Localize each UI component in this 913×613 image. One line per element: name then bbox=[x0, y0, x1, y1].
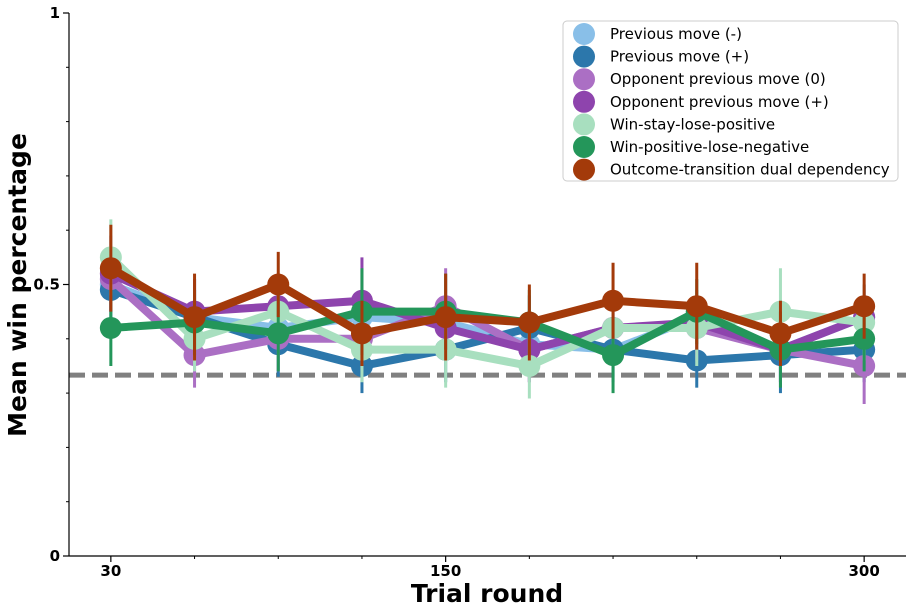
data-point bbox=[518, 354, 541, 377]
series-group bbox=[99, 219, 876, 404]
legend-item: Opponent previous move (+) bbox=[573, 90, 829, 113]
legend-label: Previous move (+) bbox=[610, 48, 749, 66]
data-point bbox=[518, 311, 541, 334]
series-line bbox=[106, 269, 869, 354]
legend-label: Win-positive-lose-negative bbox=[610, 138, 809, 156]
legend-item: Previous move (+) bbox=[573, 45, 749, 68]
data-point bbox=[99, 257, 122, 280]
series-7 bbox=[99, 224, 876, 366]
legend-box bbox=[562, 20, 899, 182]
axes: 0 0.5 1 30 150 300 bbox=[33, 4, 906, 580]
legend-item: Win-stay-lose-positive bbox=[573, 113, 775, 136]
legend-item: Outcome-transition dual dependency bbox=[573, 158, 890, 181]
legend-label: Outcome-transition dual dependency bbox=[610, 161, 890, 179]
data-point bbox=[267, 322, 290, 345]
legend-marker bbox=[573, 45, 595, 68]
data-point bbox=[853, 295, 876, 318]
y-tick-label: 0 bbox=[50, 547, 60, 565]
x-tick-label: 150 bbox=[430, 562, 461, 580]
series-line bbox=[106, 264, 869, 338]
data-point bbox=[685, 295, 708, 318]
legend-label: Opponent previous move (+) bbox=[610, 93, 829, 111]
legend-marker bbox=[573, 90, 595, 113]
legend-label: Win-stay-lose-positive bbox=[610, 115, 775, 133]
legend-item: Win-positive-lose-negative bbox=[573, 136, 809, 158]
legend-marker bbox=[573, 158, 595, 181]
data-point bbox=[769, 322, 792, 345]
legend-marker bbox=[573, 136, 595, 158]
legend-label: Previous move (-) bbox=[610, 25, 742, 43]
data-point bbox=[602, 344, 625, 367]
x-tick-label: 30 bbox=[100, 562, 121, 580]
legend-label: Opponent previous move (0) bbox=[610, 70, 826, 88]
data-point bbox=[267, 273, 290, 296]
data-point bbox=[434, 306, 457, 329]
legend-item: Opponent previous move (0) bbox=[573, 68, 826, 91]
y-tick-label: 0.5 bbox=[33, 276, 60, 294]
x-axis-label: Trial round bbox=[411, 579, 563, 608]
legend-marker bbox=[573, 23, 595, 45]
legend: Previous move (-) Previous move (+) Oppone… bbox=[562, 20, 899, 182]
legend-marker bbox=[573, 68, 595, 91]
y-tick-label: 1 bbox=[50, 4, 60, 22]
y-axis-label: Mean win percentage bbox=[3, 133, 32, 437]
data-point bbox=[350, 322, 373, 345]
legend-item: Previous move (-) bbox=[573, 23, 742, 45]
data-point bbox=[183, 306, 206, 329]
data-point bbox=[602, 289, 625, 312]
legend-marker bbox=[573, 113, 595, 136]
x-tick-label: 300 bbox=[848, 562, 879, 580]
data-point bbox=[99, 316, 122, 339]
